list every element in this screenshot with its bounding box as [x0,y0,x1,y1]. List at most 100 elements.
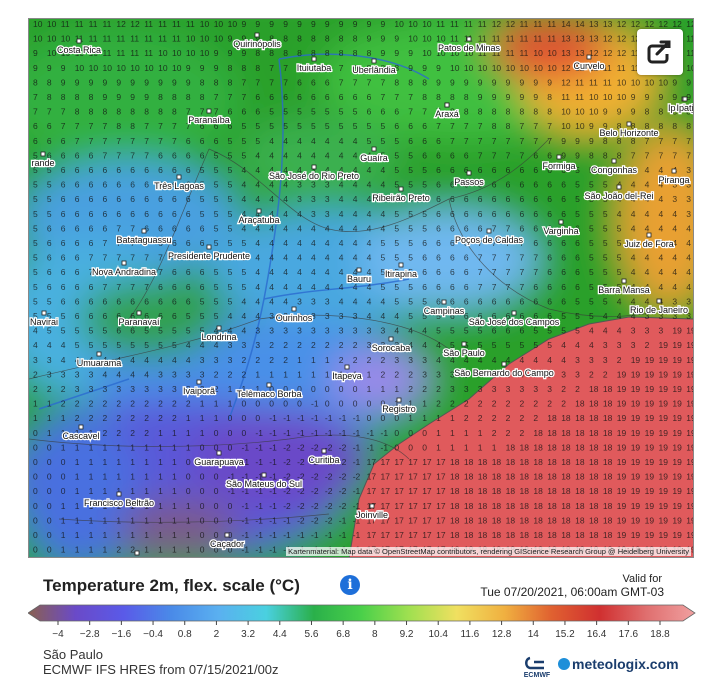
svg-text:5: 5 [589,194,594,204]
svg-text:4: 4 [645,282,650,292]
svg-text:5: 5 [214,267,219,277]
svg-text:6: 6 [450,223,455,233]
svg-text:-1: -1 [381,428,389,438]
svg-text:19: 19 [645,428,655,438]
svg-text:5: 5 [436,311,441,321]
svg-text:7: 7 [144,150,149,160]
scale-tick-label: 16.4 [587,629,607,640]
svg-text:2: 2 [436,384,441,394]
svg-text:8: 8 [172,92,177,102]
city-name: Campinas [424,306,465,316]
city-name: São José dos Campos [469,317,560,327]
svg-text:19: 19 [659,355,669,365]
svg-text:7: 7 [506,282,511,292]
svg-text:-1: -1 [242,530,250,540]
svg-text:1: 1 [478,442,483,452]
svg-text:9: 9 [130,77,135,87]
svg-text:6: 6 [144,165,149,175]
svg-text:-1: -1 [269,472,277,482]
svg-text:17: 17 [394,472,404,482]
svg-text:11: 11 [617,63,626,73]
svg-text:7: 7 [408,107,413,117]
svg-text:0: 0 [228,545,233,555]
city-name: Ituiutaba [297,63,332,73]
svg-text:2: 2 [200,384,205,394]
svg-text:2: 2 [130,413,135,423]
svg-text:19: 19 [672,501,682,511]
svg-text:-1: -1 [339,428,347,438]
svg-text:0: 0 [242,399,247,409]
svg-text:3: 3 [325,326,330,336]
svg-text:6: 6 [547,209,552,219]
city-label: Uberlândia [351,58,397,76]
svg-text:6: 6 [520,326,525,336]
svg-text:5: 5 [603,180,608,190]
svg-text:6: 6 [200,267,205,277]
svg-text:8: 8 [547,92,552,102]
svg-text:6: 6 [200,238,205,248]
svg-text:6: 6 [75,253,80,263]
svg-text:11: 11 [520,48,529,58]
svg-text:-2: -2 [311,442,319,452]
svg-text:0: 0 [228,442,233,452]
svg-text:9: 9 [492,92,497,102]
svg-text:2: 2 [575,384,580,394]
svg-text:1: 1 [158,442,163,452]
svg-text:4: 4 [283,165,288,175]
svg-text:9: 9 [506,92,511,102]
svg-text:18: 18 [464,472,474,482]
info-icon[interactable]: i [340,575,360,595]
svg-text:9: 9 [631,92,636,102]
svg-text:5: 5 [575,296,580,306]
svg-text:6: 6 [547,282,552,292]
svg-text:6: 6 [186,136,191,146]
scale-tick-label: 6.8 [336,629,350,640]
svg-text:5: 5 [33,311,38,321]
svg-text:2: 2 [103,399,108,409]
svg-text:4: 4 [130,355,135,365]
svg-text:11: 11 [533,34,542,44]
svg-text:6: 6 [228,121,233,131]
temperature-map[interactable]: 10 10 11 11 11 11 12 12 11 11 11 11 10 10 10 9 9 9 9 9 9 9 9 9 9… [28,18,694,558]
svg-text:7: 7 [450,121,455,131]
svg-text:3: 3 [533,384,538,394]
svg-text:6: 6 [61,223,66,233]
svg-text:4: 4 [367,165,372,175]
svg-text:12: 12 [492,19,502,29]
svg-text:6: 6 [144,194,149,204]
svg-text:4: 4 [186,355,191,365]
svg-text:8: 8 [436,92,441,102]
svg-text:8: 8 [255,48,260,58]
city-name: Barra Mansa [598,285,650,295]
svg-text:19: 19 [686,340,694,350]
svg-text:3: 3 [103,384,108,394]
svg-text:-1: -1 [255,515,263,525]
svg-text:-2: -2 [283,472,291,482]
share-button[interactable] [637,29,683,75]
city-name: Quirinópolis [233,39,281,49]
svg-text:9: 9 [381,48,386,58]
svg-text:3: 3 [631,340,636,350]
svg-text:11: 11 [75,34,84,44]
svg-text:19: 19 [686,442,694,452]
svg-text:7: 7 [116,223,121,233]
svg-text:5: 5 [408,253,413,263]
city-name: Piranga [658,175,689,185]
svg-text:1: 1 [172,545,177,555]
svg-text:14: 14 [561,19,571,29]
svg-text:4: 4 [283,180,288,190]
scale-tick-label: 3.2 [241,629,255,640]
map-attribution[interactable]: Kartenmaterial: Map data © OpenStreetMap… [286,547,691,556]
svg-text:3: 3 [297,296,302,306]
svg-text:5: 5 [269,121,274,131]
svg-text:-1: -1 [311,530,319,540]
svg-text:7: 7 [144,136,149,146]
svg-text:5: 5 [381,282,386,292]
svg-text:18: 18 [464,530,474,540]
svg-text:6: 6 [172,311,177,321]
svg-text:1: 1 [172,472,177,482]
brand-logo[interactable]: meteologix.com [558,656,679,672]
svg-text:5: 5 [547,326,552,336]
svg-text:18: 18 [520,442,530,452]
svg-text:7: 7 [464,136,469,146]
